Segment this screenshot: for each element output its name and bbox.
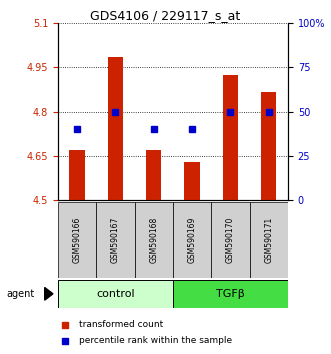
- FancyBboxPatch shape: [96, 202, 135, 278]
- Text: GSM590170: GSM590170: [226, 217, 235, 263]
- FancyBboxPatch shape: [211, 202, 250, 278]
- Text: control: control: [96, 289, 135, 299]
- Text: TGFβ: TGFβ: [216, 289, 245, 299]
- FancyBboxPatch shape: [58, 202, 96, 278]
- Text: GDS4106 / 229117_s_at: GDS4106 / 229117_s_at: [90, 9, 241, 22]
- Text: transformed count: transformed count: [79, 320, 163, 330]
- Bar: [261, 92, 276, 200]
- Text: GSM590167: GSM590167: [111, 217, 120, 263]
- Bar: [70, 150, 85, 200]
- Text: agent: agent: [7, 289, 35, 299]
- FancyBboxPatch shape: [135, 202, 173, 278]
- Text: GSM590166: GSM590166: [72, 217, 82, 263]
- FancyBboxPatch shape: [250, 202, 288, 278]
- FancyBboxPatch shape: [58, 280, 173, 308]
- Text: GSM590168: GSM590168: [149, 217, 158, 263]
- FancyBboxPatch shape: [173, 280, 288, 308]
- Bar: [146, 150, 162, 200]
- Bar: [184, 162, 200, 200]
- Bar: [223, 75, 238, 200]
- FancyBboxPatch shape: [173, 202, 211, 278]
- Text: GSM590171: GSM590171: [264, 217, 273, 263]
- Bar: [108, 57, 123, 200]
- Text: percentile rank within the sample: percentile rank within the sample: [79, 336, 232, 345]
- Text: GSM590169: GSM590169: [188, 217, 197, 263]
